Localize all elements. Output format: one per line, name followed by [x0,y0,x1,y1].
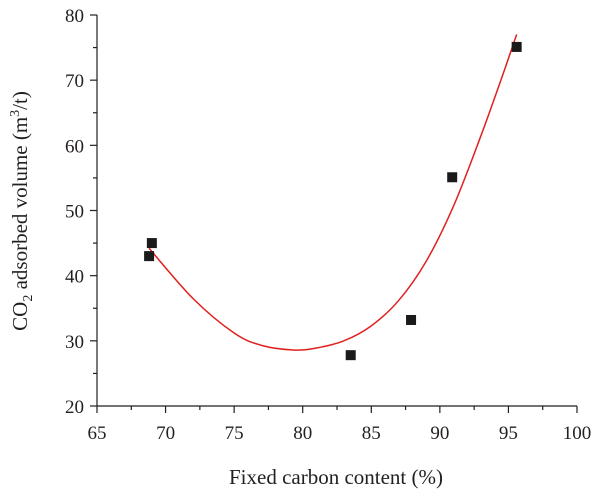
y-axis-ticks: 20 30 40 50 60 70 80 [65,6,97,418]
y-title-suffix: /t) [8,91,32,110]
data-point [406,314,417,325]
y-axis-title: CO2 adsorbed volume (m3/t) [8,91,36,331]
y-tick-label: 30 [65,332,84,353]
data-points [144,41,522,361]
x-tick-label: 70 [156,423,175,444]
x-tick-label: 85 [362,423,381,444]
x-axis-title: Fixed carbon content (%) [229,465,443,489]
data-point [447,172,458,183]
x-tick-label: 65 [88,423,107,444]
x-tick-label: 100 [563,423,592,444]
y-tick-label: 70 [65,71,84,92]
data-point [345,350,356,361]
y-tick-label: 40 [65,267,84,288]
y-title-prefix: CO [8,302,32,331]
data-point [146,238,157,249]
data-point [511,41,522,52]
y-title-superscript: 3 [8,110,23,117]
fit-curve [148,34,518,351]
y-title-middle: adsorbed volume (m [8,117,32,295]
axes [96,15,577,407]
x-tick-label: 75 [225,423,244,444]
x-tick-label: 95 [499,423,518,444]
x-tick-label: 90 [430,423,449,444]
y-title-subscript: 2 [21,295,36,302]
y-tick-label: 60 [65,136,84,157]
y-tick-label: 80 [65,6,84,27]
y-tick-label: 20 [65,397,84,418]
x-axis-ticks: 65 70 75 80 85 90 95 100 [88,406,592,444]
data-point [144,251,155,262]
x-tick-label: 80 [293,423,312,444]
y-tick-label: 50 [65,202,84,223]
